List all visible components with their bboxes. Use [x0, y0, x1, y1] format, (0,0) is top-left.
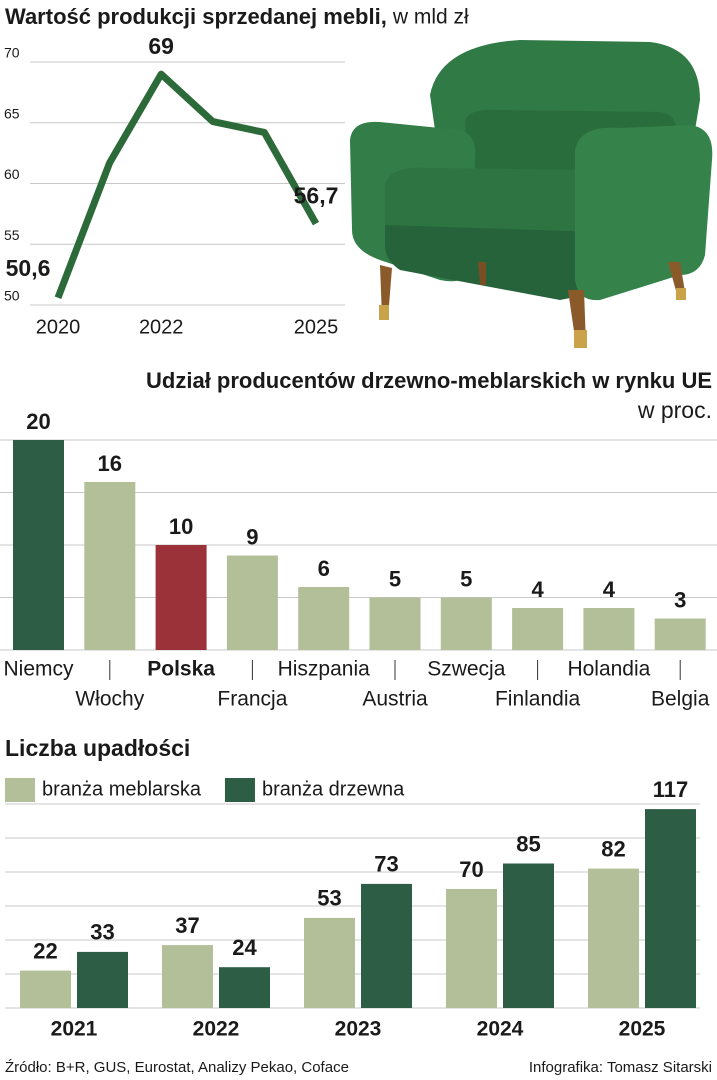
bar — [583, 608, 635, 650]
value-label: 5 — [460, 566, 472, 591]
chart-title: Wartość produkcji sprzedanej mebli, — [5, 4, 387, 29]
value-label: 73 — [374, 852, 398, 877]
x-tick-label: 2025 — [619, 1018, 666, 1041]
x-tick-label: 2023 — [335, 1018, 382, 1041]
legend-label: branża meblarska — [42, 778, 202, 800]
y-tick-label: 65 — [4, 105, 20, 121]
value-label: 16 — [98, 451, 122, 476]
bar — [304, 917, 355, 1008]
value-label: 4 — [603, 577, 616, 602]
bar — [162, 945, 213, 1008]
bar — [512, 608, 564, 650]
category-label: Polska — [147, 658, 215, 681]
chair-right-arm — [575, 125, 713, 301]
value-label: 50,6 — [6, 255, 51, 281]
value-label: 24 — [232, 935, 257, 960]
value-label: 117 — [653, 777, 689, 802]
chair-leg-tip — [379, 305, 389, 320]
chair-base — [385, 225, 610, 300]
bar — [645, 809, 696, 1008]
chart-title: Liczba upadłości — [5, 735, 190, 761]
category-label: Holandia — [567, 658, 650, 681]
chart-title: Udział producentów drzewno-meblarskich w… — [146, 368, 712, 393]
category-label: Austria — [362, 688, 428, 711]
category-label: Niemcy — [3, 658, 74, 681]
category-label: Finlandia — [495, 688, 581, 711]
bar — [226, 555, 278, 650]
bar — [20, 970, 71, 1008]
value-label: 37 — [175, 913, 199, 938]
bar — [440, 597, 492, 650]
y-tick-label: 50 — [4, 288, 20, 304]
x-tick-label: 2020 — [36, 316, 81, 338]
bar — [298, 587, 350, 650]
legend-label: branża drzewna — [262, 778, 405, 800]
value-label: 20 — [26, 409, 50, 434]
value-label: 9 — [246, 524, 258, 549]
bar — [654, 618, 706, 650]
chart-subtitle: w mld zł — [392, 6, 469, 29]
value-label: 3 — [674, 587, 686, 612]
chart-subtitle: w proc. — [637, 397, 712, 423]
x-tick-label: 2025 — [294, 316, 339, 338]
bar — [219, 967, 270, 1008]
value-label: 82 — [601, 836, 625, 861]
bar — [155, 545, 207, 650]
value-label: 56,7 — [294, 183, 339, 209]
bar — [13, 440, 64, 650]
value-label: 4 — [531, 577, 544, 602]
value-label: 70 — [459, 857, 483, 882]
bar — [77, 951, 128, 1008]
bar — [84, 482, 136, 650]
armchair-image — [350, 40, 713, 348]
x-tick-label: 2022 — [193, 1018, 240, 1041]
y-tick-label: 70 — [4, 45, 20, 61]
y-tick-label: 55 — [4, 227, 20, 243]
bar — [588, 868, 639, 1008]
source: Źródło: B+R, GUS, Eurostat, Analizy Peka… — [5, 1059, 349, 1076]
data-line — [54, 70, 320, 299]
bar — [503, 863, 554, 1008]
chair-leg — [478, 262, 486, 285]
value-label: 5 — [389, 566, 401, 591]
value-label: 10 — [169, 514, 193, 539]
chair-leg-tip — [574, 330, 587, 348]
category-label: Francja — [217, 688, 287, 711]
chair-leg-tip — [676, 288, 686, 300]
credit: Infografika: Tomasz Sitarski — [529, 1059, 712, 1076]
value-label: 33 — [90, 920, 114, 945]
value-label: 69 — [148, 33, 174, 59]
category-label: Włochy — [75, 688, 144, 711]
bar — [361, 883, 412, 1008]
value-label: 53 — [317, 886, 341, 911]
value-label: 85 — [516, 831, 540, 856]
category-label: Szwecja — [427, 658, 506, 681]
chair-leg — [380, 265, 392, 318]
bar — [369, 597, 421, 650]
bar — [446, 889, 497, 1008]
value-label: 22 — [33, 938, 57, 963]
x-tick-label: 2022 — [139, 316, 184, 338]
x-tick-label: 2024 — [477, 1018, 524, 1041]
category-label: Hiszpania — [278, 658, 371, 681]
legend-swatch — [224, 778, 255, 802]
category-label: Belgia — [651, 688, 710, 711]
value-label: 6 — [318, 556, 330, 581]
x-tick-label: 2021 — [51, 1018, 98, 1041]
legend-swatch — [5, 778, 35, 802]
y-tick-label: 60 — [4, 166, 20, 182]
